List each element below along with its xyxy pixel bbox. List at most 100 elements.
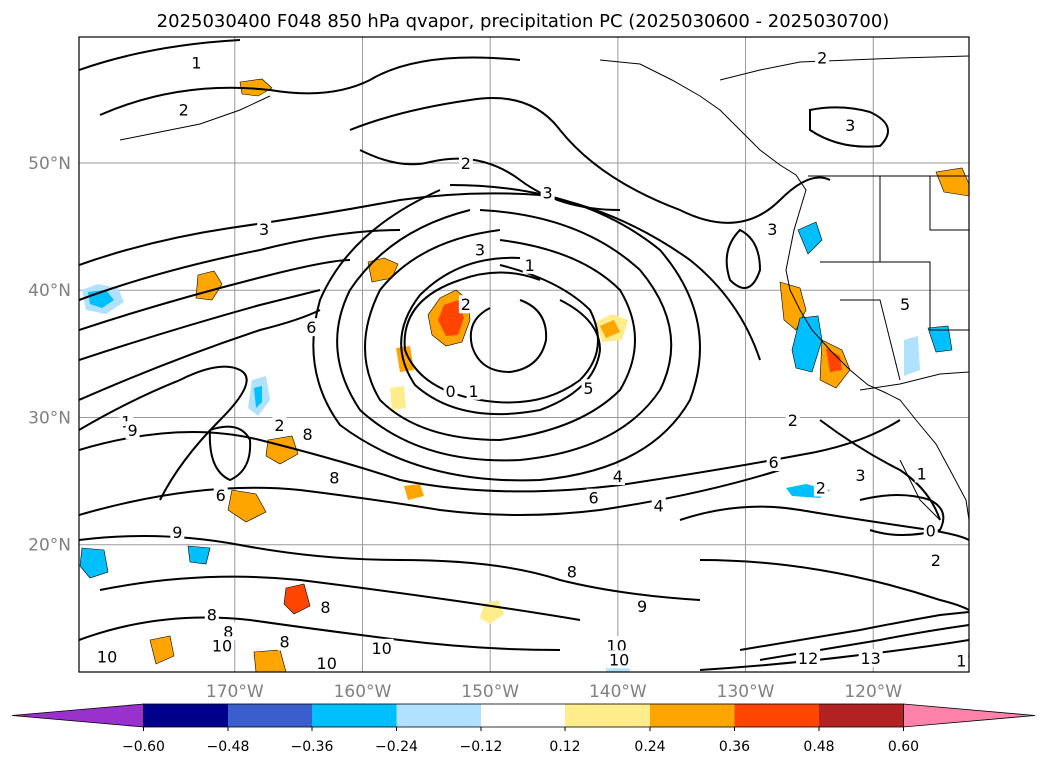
colorbar-tick-label: −0.24 bbox=[375, 739, 418, 755]
contour-label: 0 bbox=[926, 522, 936, 541]
precip-patch bbox=[149, 635, 175, 665]
contour-label: 8 bbox=[567, 562, 577, 581]
contour-label: 2 bbox=[461, 295, 471, 314]
contour-label-bg bbox=[318, 598, 333, 617]
contour-label: 1 bbox=[468, 382, 478, 401]
colorbar-tick-label: 0.12 bbox=[549, 739, 580, 755]
contour-label-bg bbox=[581, 379, 596, 398]
contour-label: 8 bbox=[302, 425, 312, 444]
contour-label: 10 bbox=[212, 636, 232, 655]
contour-label: 3 bbox=[845, 116, 855, 135]
contour-label: 2 bbox=[274, 416, 284, 435]
contour-label-bg bbox=[472, 240, 487, 259]
precip-patch bbox=[187, 545, 211, 565]
contour-label-bg bbox=[610, 467, 625, 486]
contour-label-bg bbox=[604, 636, 629, 655]
colorbar-bin bbox=[228, 704, 312, 727]
map-frame bbox=[78, 36, 970, 673]
colorbar-bin bbox=[650, 704, 735, 727]
precip-patch bbox=[254, 386, 262, 408]
precip-patch bbox=[227, 489, 267, 523]
contour-label: 2 bbox=[816, 478, 826, 497]
colorbar-bin bbox=[734, 704, 819, 727]
contour-label-bg bbox=[766, 453, 781, 472]
contour-label-bg bbox=[813, 478, 828, 497]
contour-label-bg bbox=[954, 651, 969, 670]
precip-patch bbox=[935, 167, 969, 197]
lon-tick-label: 120°W bbox=[844, 682, 902, 702]
contour-label: 8 bbox=[329, 468, 339, 487]
contour-label-bg bbox=[607, 650, 632, 669]
precip-patch bbox=[826, 348, 842, 372]
contour-label: 6 bbox=[588, 489, 598, 508]
contour-label: 9 bbox=[637, 597, 647, 616]
vapor-contours bbox=[79, 39, 969, 671]
lat-tick-label: 50°N bbox=[28, 154, 71, 174]
contour-label: 8 bbox=[223, 622, 233, 641]
contour-label: 3 bbox=[767, 220, 777, 239]
colorbar-bin bbox=[481, 704, 565, 727]
colorbar-bin bbox=[312, 704, 397, 727]
lat-tick-label: 20°N bbox=[28, 536, 71, 556]
contour-label-bg bbox=[586, 488, 601, 507]
contour-label-bg bbox=[304, 318, 319, 337]
contour-label-bg bbox=[204, 605, 219, 624]
colorbar-tick-label: 0.48 bbox=[803, 739, 834, 755]
contour-label: 10 bbox=[609, 650, 629, 669]
contour-label-bg bbox=[843, 115, 858, 134]
contour-label-bg bbox=[466, 381, 481, 400]
contour-label: 2 bbox=[788, 411, 798, 430]
contour-label-bg bbox=[369, 638, 394, 657]
lon-tick-label: 160°W bbox=[334, 682, 392, 702]
colorbar-tick-label: −0.12 bbox=[460, 739, 503, 755]
colorbar-tick-label: −0.48 bbox=[207, 739, 250, 755]
contour-label-bg bbox=[540, 183, 555, 202]
lat-tick-label: 30°N bbox=[28, 408, 71, 428]
colorbar-frame bbox=[143, 703, 904, 728]
contour-label: 5 bbox=[900, 295, 910, 314]
lon-tick-label: 170°W bbox=[206, 682, 264, 702]
graticule bbox=[79, 37, 969, 672]
contour-label: 10 bbox=[371, 639, 391, 658]
precip-patch bbox=[253, 649, 287, 672]
contour-label-bg bbox=[189, 53, 204, 72]
contour-label: 3 bbox=[543, 183, 553, 202]
contour-label-bg bbox=[443, 381, 458, 400]
contour-label: 6 bbox=[216, 486, 226, 505]
contour-label-bg bbox=[272, 416, 287, 435]
contour-label-bg bbox=[898, 295, 913, 314]
contour-label: 0 bbox=[445, 382, 455, 401]
precip-patch bbox=[438, 300, 464, 336]
contour-label: 1 bbox=[525, 256, 535, 275]
contour-label-bg bbox=[95, 647, 120, 666]
contour-label-bg bbox=[125, 421, 140, 440]
precip-patch bbox=[600, 320, 620, 338]
contour-label-bg bbox=[564, 562, 579, 581]
contour-label-bg bbox=[651, 496, 666, 515]
precip-patch bbox=[797, 221, 823, 255]
precip-patch bbox=[390, 386, 406, 410]
longitude-ticks: 170°W 160°W 150°W 140°W 130°W 120°W bbox=[206, 682, 902, 702]
contour-label: 11 bbox=[956, 652, 976, 671]
contour-label-bg bbox=[815, 48, 830, 67]
contour-label: 3 bbox=[259, 220, 269, 239]
contour-label: 10 bbox=[97, 648, 117, 667]
lat-tick-label: 40°N bbox=[28, 281, 71, 301]
colorbar-tick-label: 0.24 bbox=[634, 739, 665, 755]
contour-label: 9 bbox=[128, 421, 138, 440]
precip-patch bbox=[404, 484, 424, 500]
contour-label: 12 bbox=[798, 649, 818, 668]
contour-label: 8 bbox=[207, 606, 217, 625]
colorbar-tick-label: −0.36 bbox=[291, 739, 334, 755]
contour-label: 4 bbox=[654, 496, 664, 515]
precip-patch bbox=[904, 336, 920, 376]
contour-label-bg bbox=[765, 220, 780, 239]
contour-label: 2 bbox=[931, 551, 941, 570]
contour-label-bg bbox=[257, 220, 272, 239]
contour-label-bg bbox=[327, 468, 342, 487]
contour-label: 6 bbox=[769, 453, 779, 472]
contour-label: 5 bbox=[583, 379, 593, 398]
contour-label-bg bbox=[635, 596, 650, 615]
contour-label: 9 bbox=[172, 523, 182, 542]
